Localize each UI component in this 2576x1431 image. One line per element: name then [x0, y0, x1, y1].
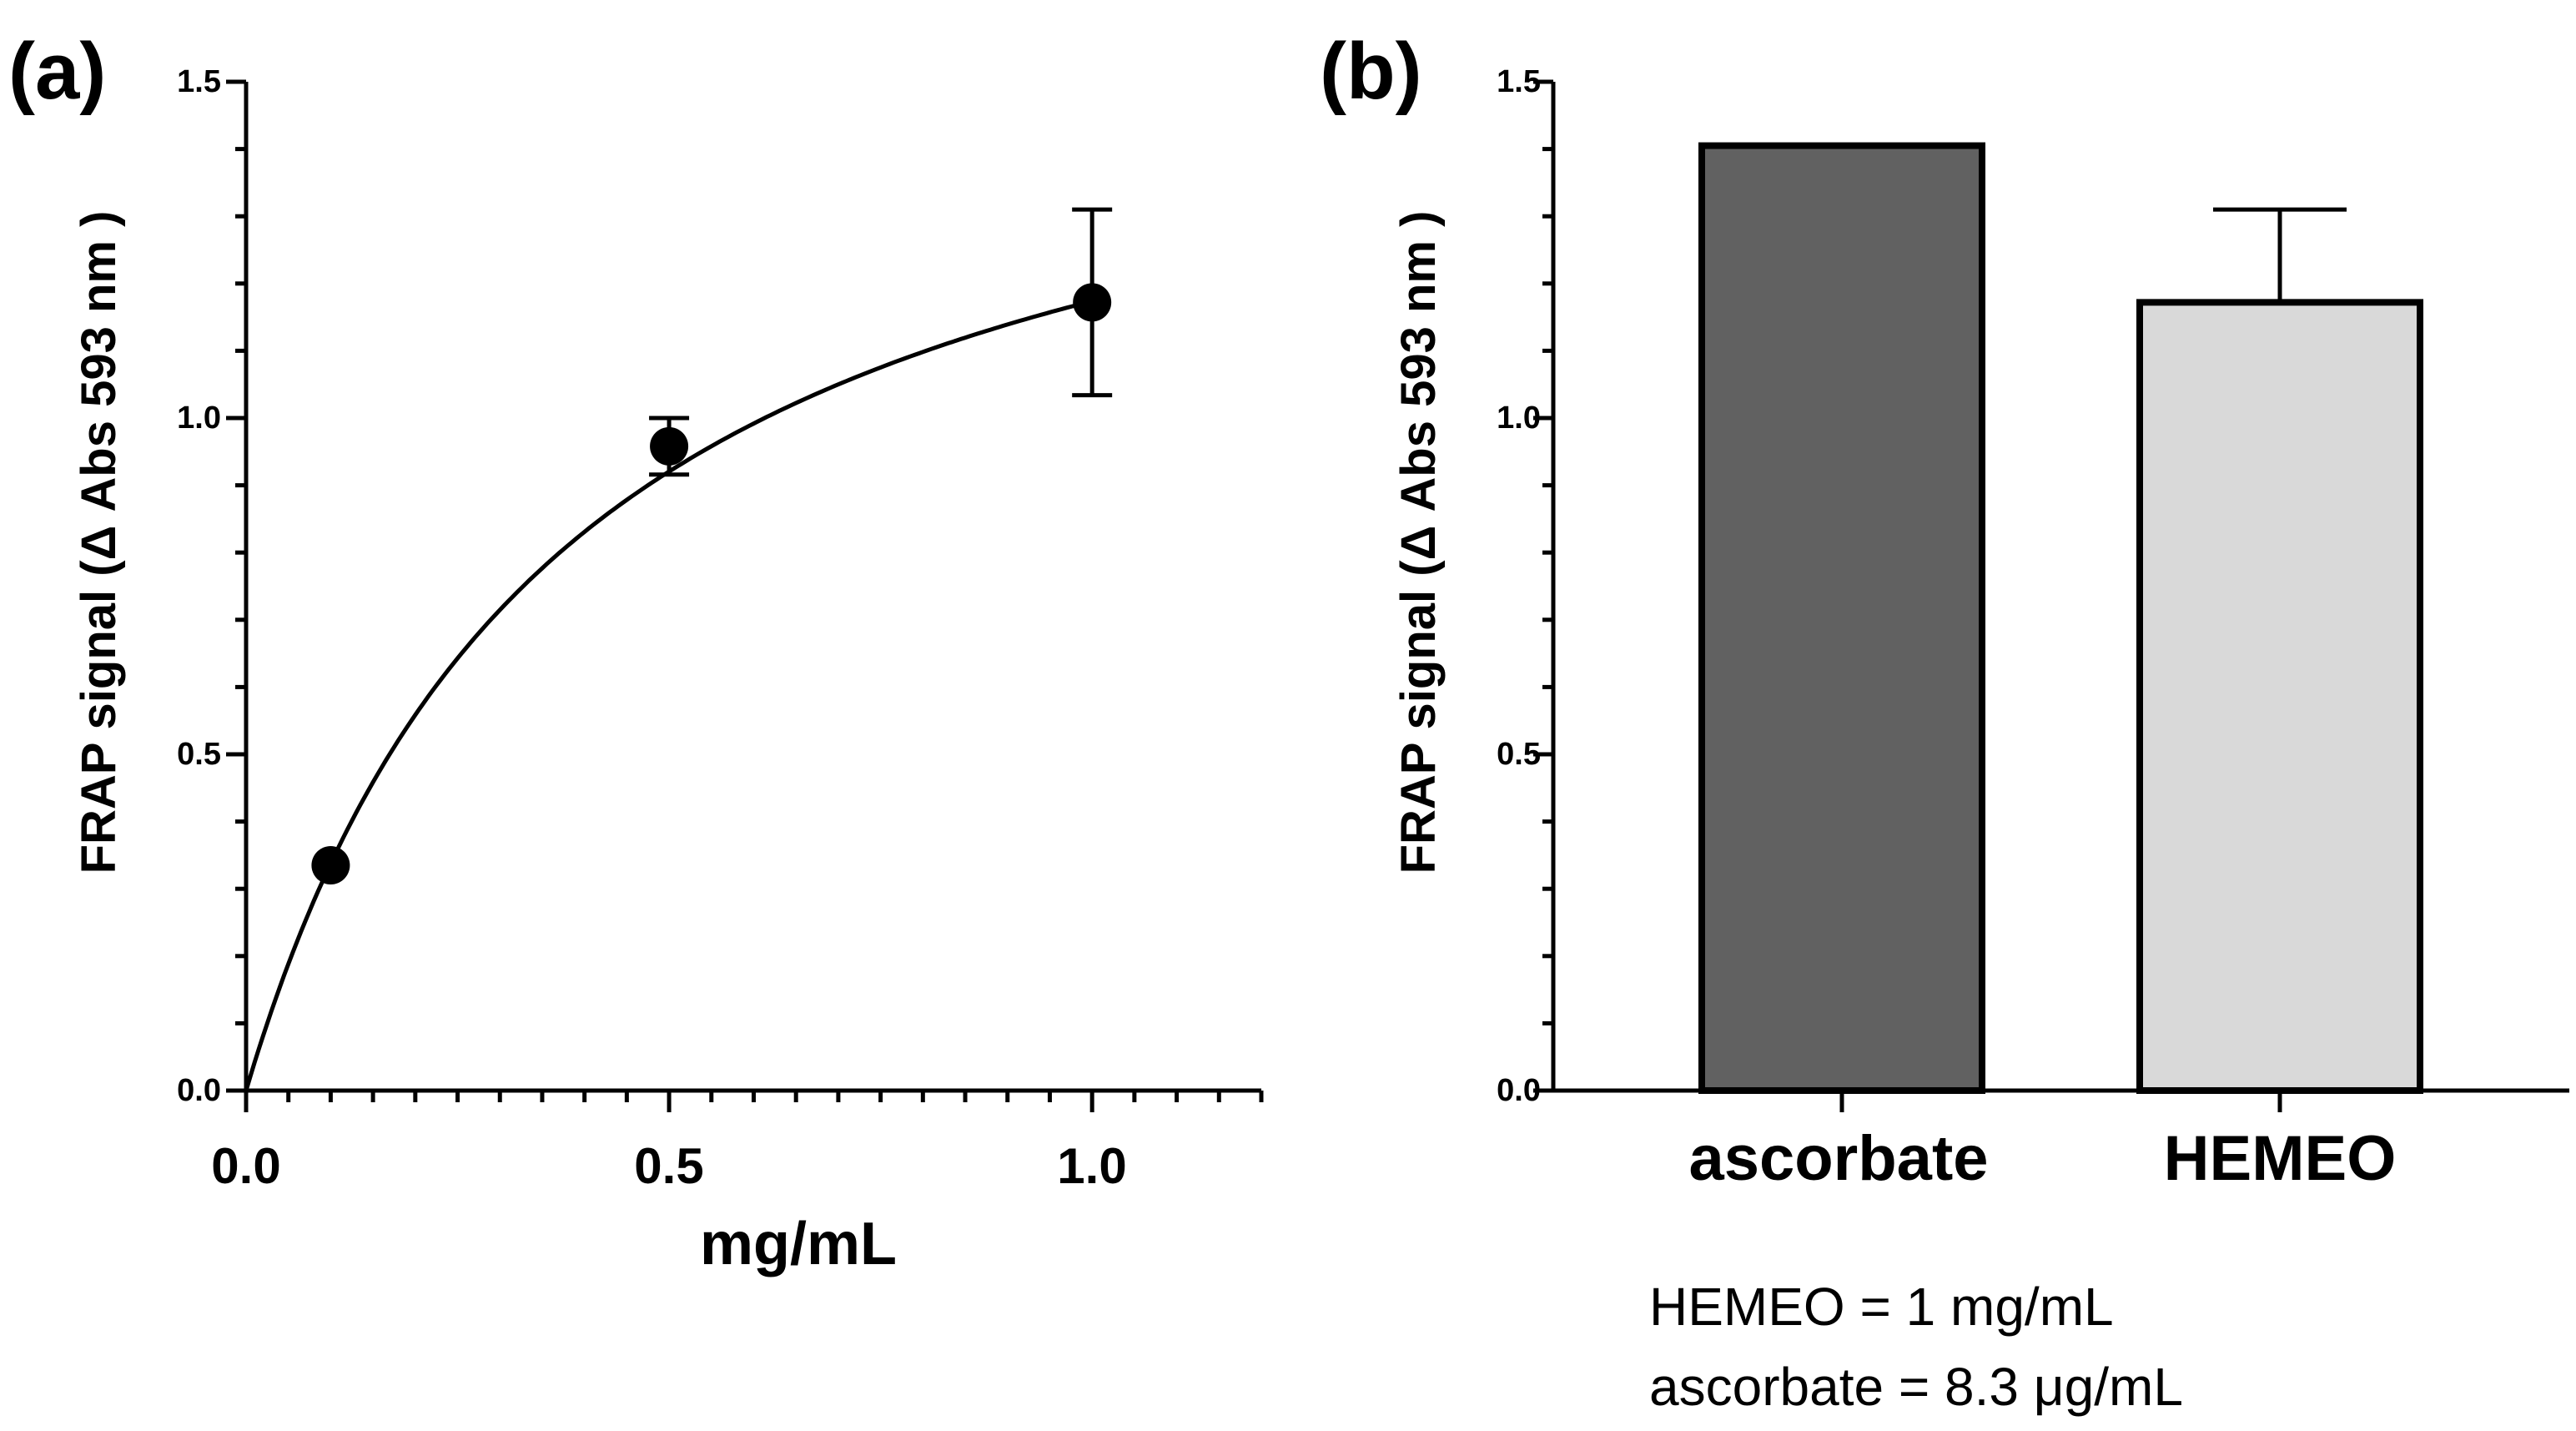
panel-b-y-tick-label: 0.0 [1497, 1073, 1541, 1108]
panel-a-label: (a) [8, 27, 106, 116]
panel-a-data-points [311, 207, 1113, 884]
panel-b-y-tick-label: 1.0 [1497, 401, 1541, 436]
panel-b-category-label-ascorbate: ascorbate [1688, 1123, 1988, 1194]
panel-b-y-tick-label: 0.5 [1497, 737, 1541, 772]
panel-a-x-axis-title: mg/mL [700, 1211, 897, 1277]
panel-b-category-label-hemeo: HEMEO [2164, 1123, 2397, 1194]
panel-a-y-tick-label: 0.5 [177, 737, 221, 772]
panel-a-y-tick-label: 1.0 [177, 401, 221, 436]
panel-a-data-point [650, 426, 689, 466]
panel-b-bar-chart: (b) FRAP signal (Δ Abs 593 nm ) 0.0 0.5 … [1320, 27, 2569, 1417]
panel-b-note-ascorbate-concentration: ascorbate = 8.3 μg/mL [1649, 1357, 2183, 1417]
panel-b-bar-ascorbate [1698, 142, 1985, 1095]
panel-b-y-tick-label: 1.5 [1497, 64, 1541, 99]
panel-b-bars [1698, 142, 2423, 1095]
panel-a-y-tick-label: 0.0 [177, 1073, 221, 1108]
panel-a-data-point [311, 845, 350, 884]
panel-b-bar-hemeo [2136, 299, 2423, 1095]
panel-a-axes [226, 79, 1264, 1112]
panel-b-y-axis-title: FRAP signal (Δ Abs 593 nm ) [1391, 211, 1446, 874]
panel-a-x-tick-label: 1.0 [1057, 1138, 1126, 1194]
panel-a-x-tick-label: 0.0 [211, 1138, 280, 1194]
panel-b-note-hemeo-concentration: HEMEO = 1 mg/mL [1649, 1277, 2114, 1337]
panel-a-y-tick-label: 1.5 [177, 64, 221, 99]
panel-b-tick-labels: 0.0 0.5 1.0 1.5 ascorbate HEMEO [1497, 64, 2396, 1194]
panel-a-tick-labels: 0.0 0.5 1.0 1.5 0.0 0.5 1.0 [177, 64, 1127, 1194]
panel-a-scatter-chart: (a) FRAP signal (Δ Abs 593 nm ) mg/mL 0.… [8, 27, 1264, 1277]
panel-b-label: (b) [1320, 27, 1422, 116]
panel-a-x-tick-label: 0.5 [634, 1138, 703, 1194]
panel-a-data-point [1073, 283, 1112, 322]
panel-a-y-axis-title: FRAP signal (Δ Abs 593 nm ) [72, 211, 126, 874]
